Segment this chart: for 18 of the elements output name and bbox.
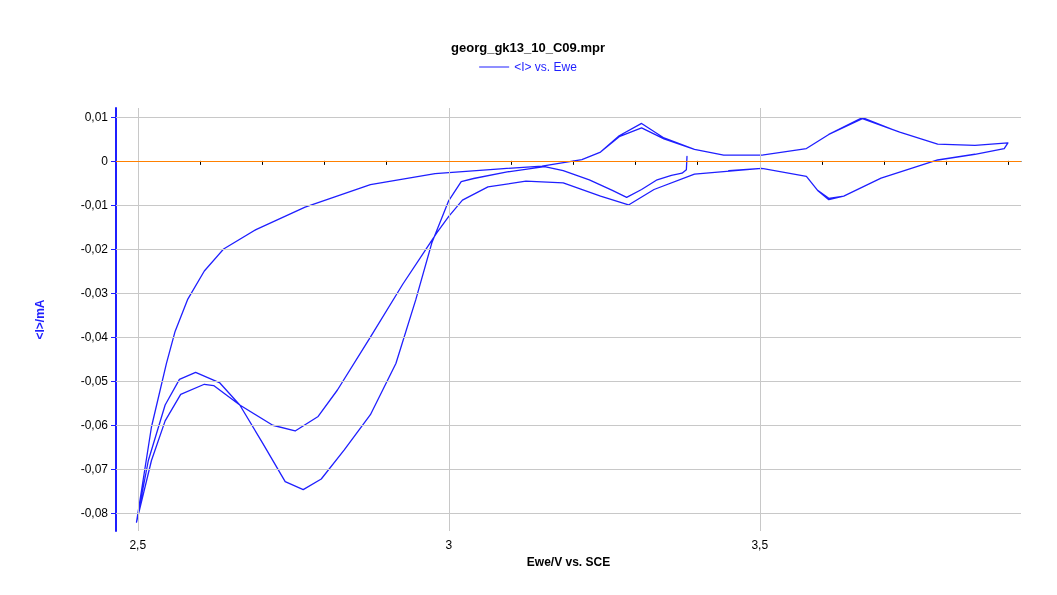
y-tick-label: -0,08 — [80, 506, 109, 521]
y-tick-label: -0,01 — [80, 197, 109, 212]
legend-label: <I> vs. Ewe — [514, 60, 578, 74]
y-tick-label: -0,04 — [80, 330, 109, 345]
y-tick-label: -0,02 — [80, 242, 109, 256]
chart-title: georg_gk13_10_C09.mpr — [451, 40, 605, 55]
y-tick-label: 0 — [101, 153, 109, 168]
x-axis-title: Ewe/V vs. SCE — [526, 554, 611, 569]
x-tick-label: 3,5 — [751, 538, 769, 552]
y-tick-label: -0,03 — [80, 286, 109, 301]
x-tick-label: 3 — [445, 538, 453, 552]
y-tick-label: -0,05 — [80, 374, 109, 389]
line-series — [135, 117, 1009, 523]
y-tick-label: 0,01 — [84, 109, 109, 124]
y-tick-label: -0,07 — [80, 462, 109, 477]
x-tick-label: 2,5 — [129, 538, 147, 552]
y-tick-label: -0,06 — [80, 418, 109, 433]
y-axis-title: <I>/mA — [33, 299, 47, 340]
